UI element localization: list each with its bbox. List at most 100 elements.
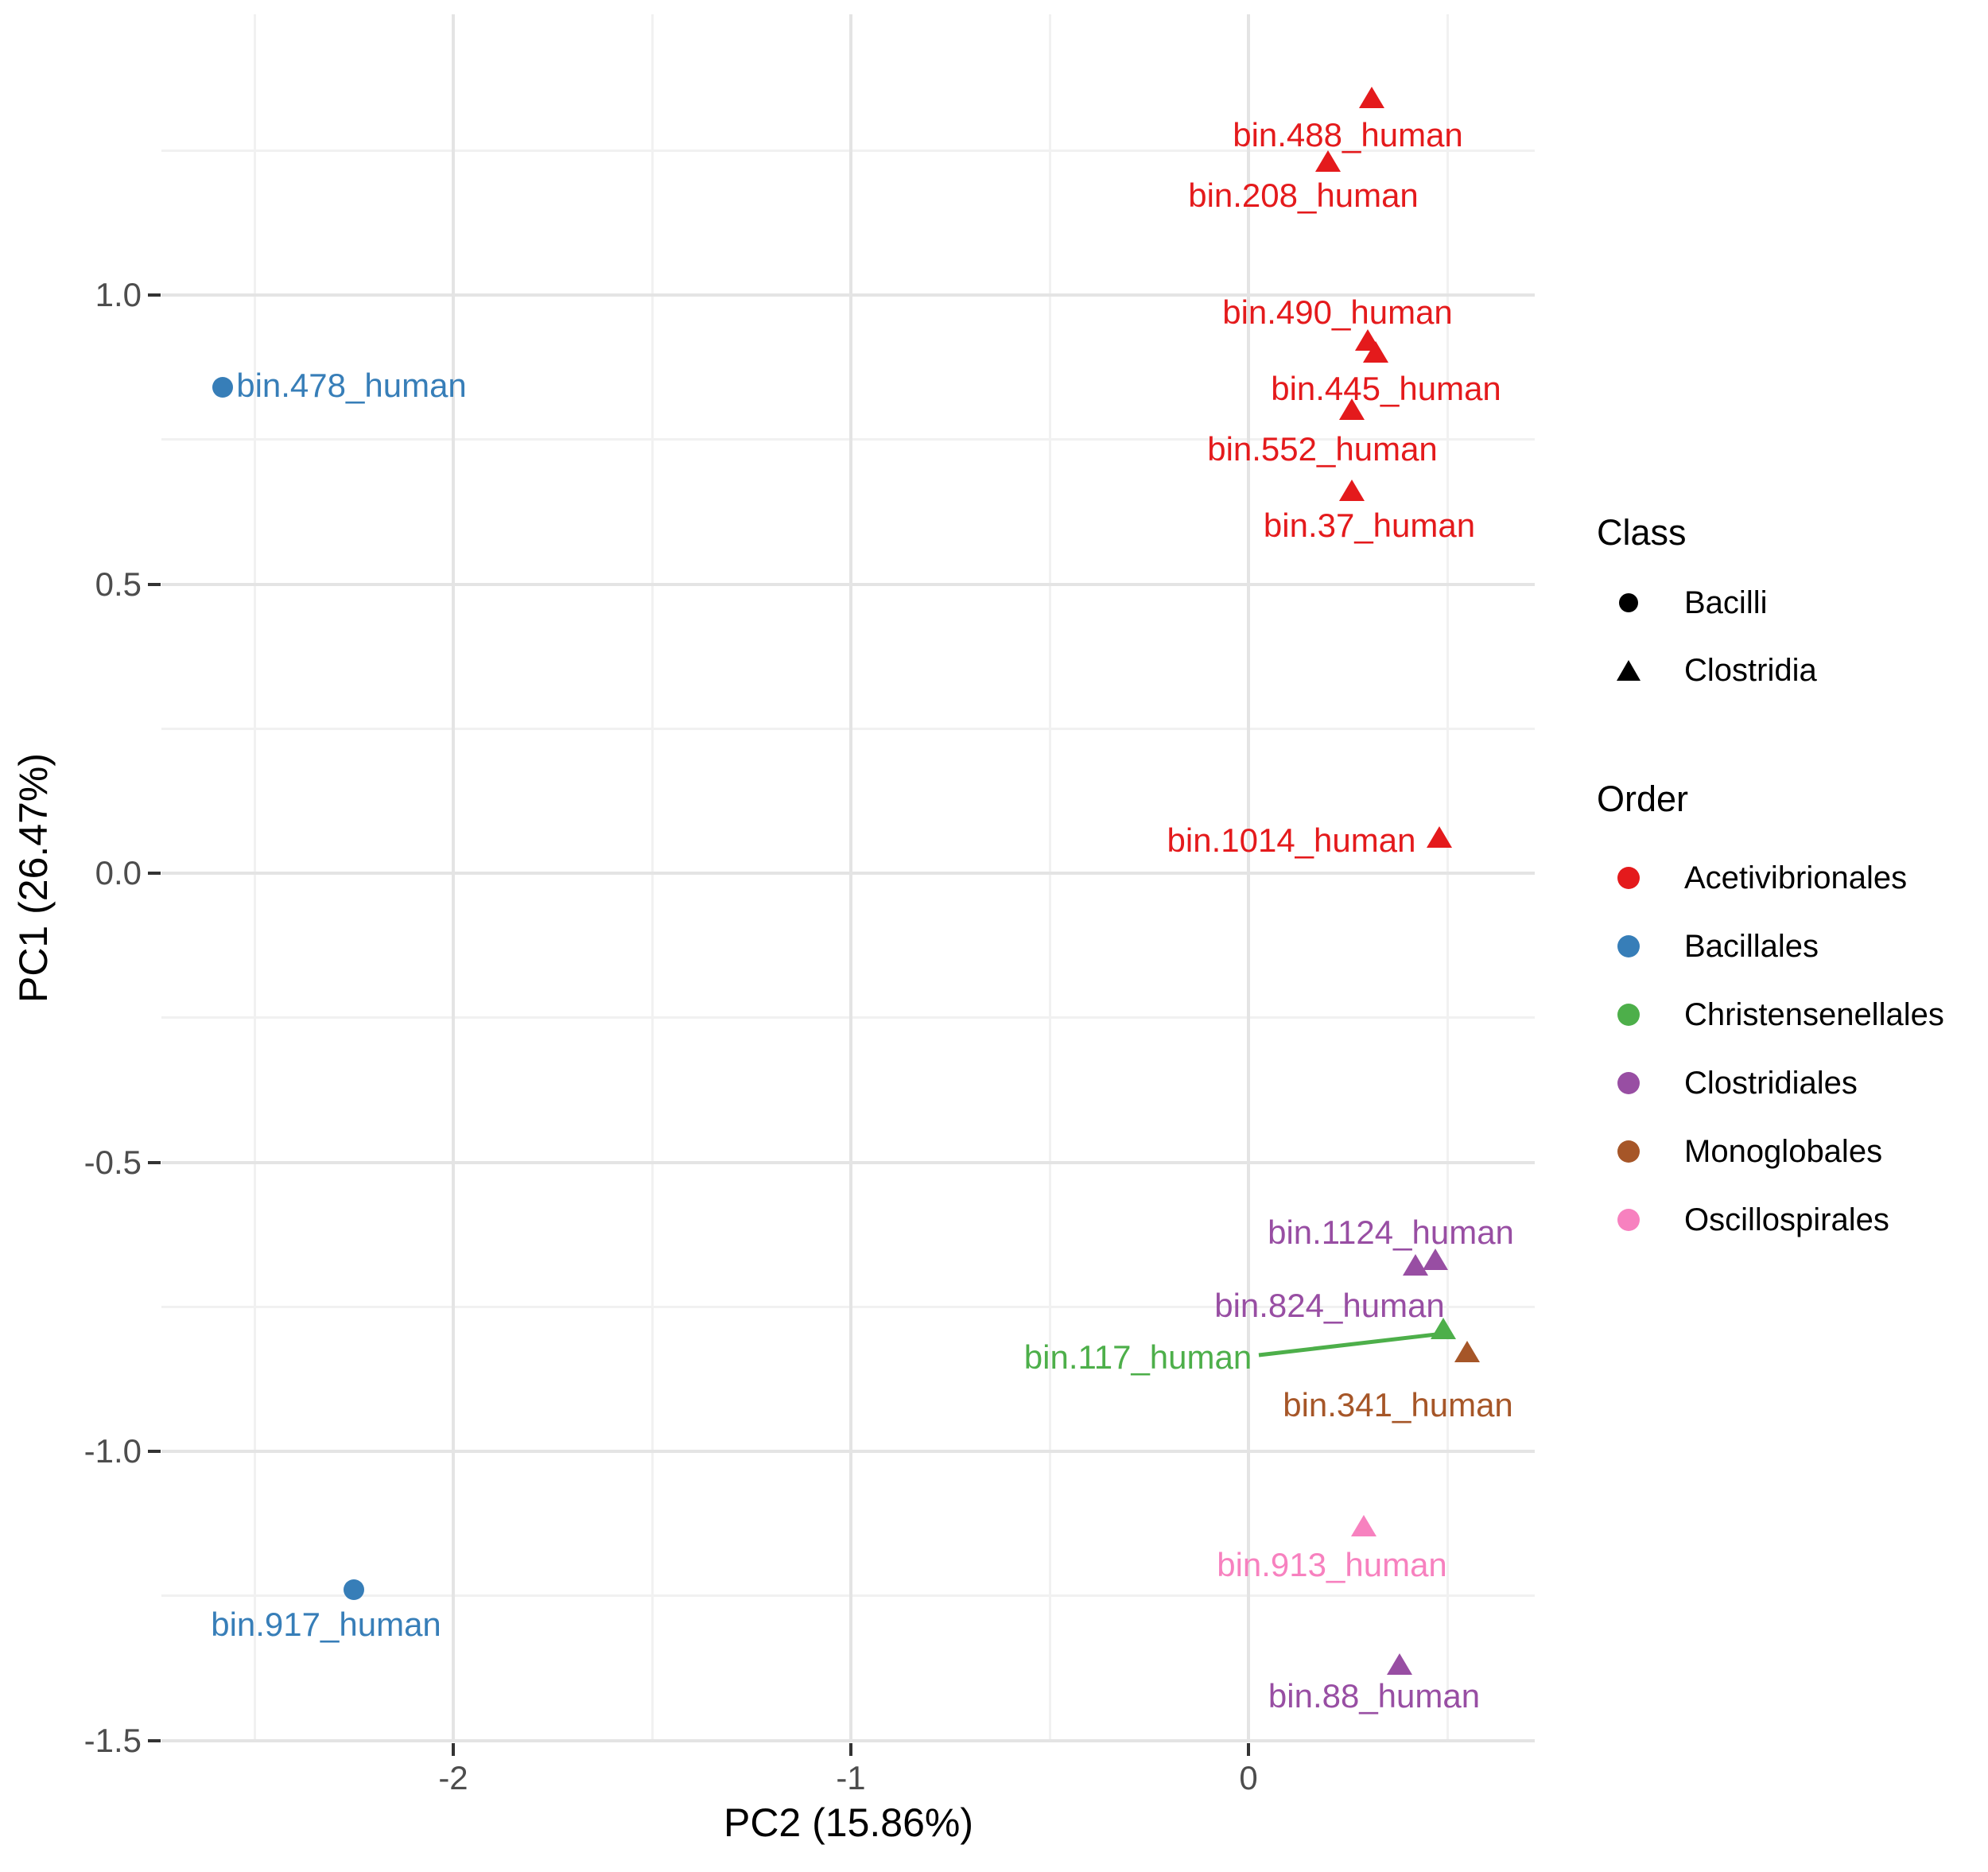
plot-panel — [161, 14, 1535, 1742]
y-tick-label: 0.0 — [95, 854, 142, 891]
y-minor-gridline — [161, 1305, 1535, 1308]
legend-order-item: Monoglobales — [1606, 1126, 1882, 1177]
data-point-label: bin.37_human — [1263, 507, 1476, 545]
x-axis-title: PC2 (15.86%) — [723, 1800, 974, 1845]
legend-order-item-label: Monoglobales — [1684, 1133, 1883, 1169]
data-point-triangle — [1427, 826, 1452, 849]
data-point-label: bin.917_human — [211, 1606, 441, 1644]
color-key-icon — [1606, 935, 1651, 957]
legend-class-item: Bacilli — [1606, 577, 1767, 628]
color-key-icon — [1606, 867, 1651, 889]
data-point-label: bin.341_human — [1283, 1386, 1513, 1424]
data-point-triangle — [1339, 398, 1365, 421]
x-tick-mark — [452, 1743, 455, 1756]
data-point-triangle — [1387, 1653, 1412, 1675]
x-tick-label: -1 — [836, 1759, 866, 1796]
y-tick-label: 1.0 — [95, 276, 142, 313]
color-dot-glyph — [1617, 867, 1640, 889]
y-minor-gridline — [161, 438, 1535, 441]
legend-order-item: Acetivibrionales — [1606, 852, 1907, 903]
y-tick-mark — [148, 582, 161, 586]
y-tick-label: -0.5 — [83, 1143, 142, 1181]
legend-class-item: Clostridia — [1606, 645, 1817, 696]
data-point-triangle — [1454, 1341, 1480, 1363]
y-tick-label: 0.5 — [95, 565, 142, 603]
legend-order-item: Christensenellales — [1606, 989, 1944, 1040]
color-key-icon — [1606, 1140, 1651, 1163]
legend-order-item-label: Acetivibrionales — [1684, 860, 1908, 895]
color-key-icon — [1606, 1004, 1651, 1026]
data-point-label: bin.445_human — [1271, 369, 1501, 407]
y-major-gridline — [161, 1738, 1535, 1742]
y-minor-gridline — [161, 1594, 1535, 1598]
data-point-label: bin.1014_human — [1167, 821, 1416, 860]
data-point-triangle — [1363, 340, 1388, 363]
color-dot-glyph — [1617, 1072, 1640, 1094]
x-major-gridline — [849, 14, 852, 1742]
y-minor-gridline — [161, 149, 1535, 152]
x-tick-mark — [849, 1743, 852, 1756]
y-tick-mark — [148, 1738, 161, 1742]
y-major-gridline — [161, 582, 1535, 586]
legend-class-item-label: Clostridia — [1684, 652, 1817, 688]
y-tick-label: -1.0 — [83, 1432, 142, 1470]
data-point-circle — [212, 377, 233, 398]
x-minor-gridline — [1048, 14, 1051, 1742]
circle-shape-key-icon — [1606, 593, 1651, 612]
data-point-triangle — [1431, 1318, 1456, 1340]
x-tick-label: -2 — [438, 1759, 468, 1796]
data-point-label: bin.117_human — [1023, 1338, 1252, 1377]
triangle-shape-key-icon — [1606, 660, 1651, 681]
data-point-label: bin.552_human — [1207, 430, 1438, 468]
color-key-icon — [1606, 1072, 1651, 1094]
y-tick-label: -1.5 — [83, 1721, 142, 1759]
data-point-label: bin.478_human — [236, 367, 467, 405]
color-key-icon — [1606, 1209, 1651, 1231]
legend-order-title: Order — [1597, 779, 1689, 819]
legend-order-item-label: Clostridiales — [1684, 1065, 1858, 1101]
data-point-label: bin.824_human — [1214, 1287, 1445, 1325]
y-major-gridline — [161, 872, 1535, 875]
data-point-label: bin.1124_human — [1268, 1214, 1514, 1252]
y-major-gridline — [161, 293, 1535, 297]
x-minor-gridline — [253, 14, 256, 1742]
data-point-triangle — [1351, 1514, 1376, 1536]
data-point-circle — [344, 1579, 364, 1601]
y-tick-mark — [148, 293, 161, 297]
y-tick-mark — [148, 872, 161, 875]
data-point-label: bin.488_human — [1233, 115, 1463, 153]
y-major-gridline — [161, 1450, 1535, 1453]
data-point-triangle — [1359, 86, 1384, 108]
y-tick-mark — [148, 1450, 161, 1453]
legend-class-item-label: Bacilli — [1684, 585, 1768, 620]
x-major-gridline — [1247, 14, 1250, 1742]
data-point-label: bin.913_human — [1217, 1545, 1447, 1583]
color-dot-glyph — [1617, 1140, 1640, 1163]
y-minor-gridline — [161, 1016, 1535, 1020]
data-point-triangle — [1315, 150, 1341, 172]
legend-order-item: Bacillales — [1606, 921, 1819, 972]
legend-class-title: Class — [1597, 512, 1687, 553]
triangle-glyph — [1617, 660, 1640, 681]
legend-order-item: Oscillospirales — [1606, 1194, 1889, 1245]
data-point-triangle — [1339, 480, 1365, 502]
y-minor-gridline — [161, 727, 1535, 730]
x-tick-mark — [1247, 1743, 1250, 1756]
color-dot-glyph — [1617, 1209, 1640, 1231]
color-dot-glyph — [1617, 1004, 1640, 1026]
x-tick-label: 0 — [1239, 1759, 1258, 1796]
circle-glyph — [1619, 593, 1638, 612]
legend-order-item-label: Oscillospirales — [1684, 1202, 1889, 1237]
y-major-gridline — [161, 1160, 1535, 1164]
color-dot-glyph — [1617, 935, 1640, 957]
data-point-label: bin.208_human — [1188, 176, 1419, 214]
y-tick-mark — [148, 1160, 161, 1164]
x-minor-gridline — [1446, 14, 1449, 1742]
legend-order-item-label: Bacillales — [1684, 928, 1819, 964]
legend-order-item-label: Christensenellales — [1684, 996, 1944, 1032]
data-point-label: bin.88_human — [1268, 1676, 1481, 1715]
data-point-triangle — [1403, 1254, 1428, 1276]
data-point-label: bin.490_human — [1222, 293, 1453, 332]
x-minor-gridline — [650, 14, 654, 1742]
